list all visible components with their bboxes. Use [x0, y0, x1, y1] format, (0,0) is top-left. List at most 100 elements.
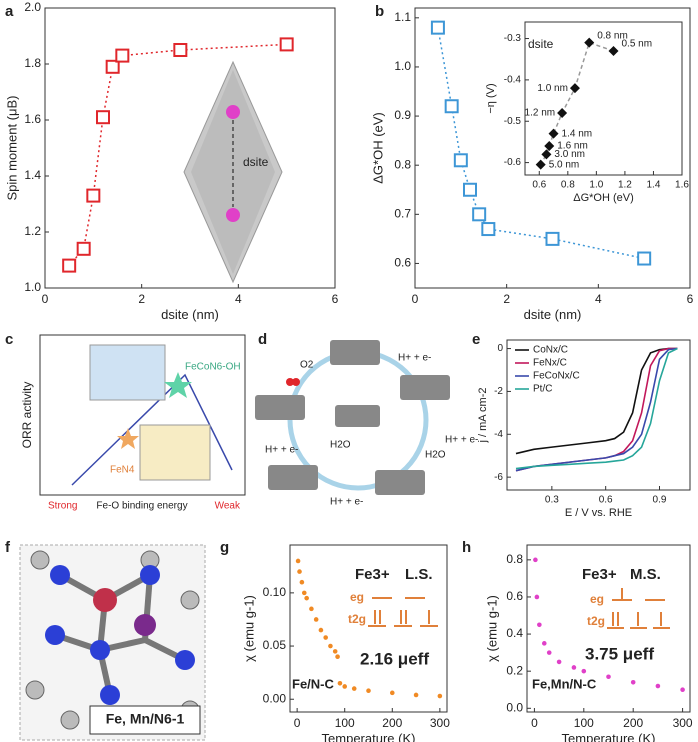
panel-label: b — [375, 3, 384, 20]
x-axis-label: ΔG*OH (eV) — [573, 192, 634, 204]
panel-label: f — [5, 539, 11, 556]
marker — [637, 251, 652, 266]
annotation: L.S. — [405, 566, 433, 583]
y-tick-label: 0.9 — [394, 108, 411, 122]
y-axis-label: Spin moment (μB) — [4, 95, 19, 200]
marker — [548, 128, 559, 139]
y-tick-label: 0.2 — [506, 663, 523, 677]
marker — [437, 693, 443, 699]
step-label: H+ + e- — [330, 497, 363, 508]
marker — [581, 668, 587, 674]
marker — [571, 665, 577, 670]
marker — [463, 182, 477, 197]
y-axis-label: −η (V) — [485, 83, 497, 113]
step-label: H2O — [425, 450, 446, 461]
x-axis-label: Temperature (K) — [562, 731, 656, 742]
y-tick-label: 0.4 — [506, 626, 523, 640]
legend-label: Pt/C — [533, 384, 552, 395]
step-label: H+ + e- — [265, 445, 298, 456]
y-tick-label: 1.6 — [24, 112, 41, 126]
annotation: eg — [350, 590, 364, 604]
x-tick-label: 300 — [673, 716, 693, 730]
x-tick-label: 100 — [574, 716, 594, 730]
x-tick-label: 4 — [595, 292, 602, 306]
series-line — [540, 41, 614, 166]
marker — [351, 686, 357, 691]
x-tick-label: 6 — [687, 292, 694, 306]
y-tick-label: 0.00 — [263, 691, 287, 705]
marker — [313, 617, 319, 622]
marker — [544, 141, 555, 152]
x-tick-label: 2 — [138, 292, 145, 306]
panel-d: d O2 H+ + e- H+ + e- H+ + e- H+ + e- H2O… — [255, 331, 478, 508]
x-axis-label: Temperature (K) — [322, 731, 416, 742]
point-label: 0.5 nm — [621, 39, 652, 50]
annotation: Fe3+ — [355, 566, 390, 583]
marker — [342, 684, 348, 689]
annotation: t2g — [587, 614, 605, 628]
marker — [655, 683, 661, 689]
legend-label: CoNx/C — [533, 345, 568, 356]
y-tick-label: 0.8 — [394, 157, 411, 171]
marker — [584, 37, 595, 48]
marker — [366, 688, 371, 694]
x-tick-label: 200 — [623, 716, 643, 730]
x-tick-label: 6 — [332, 292, 339, 306]
y-axis-label: χ (emu g-1) — [241, 595, 256, 662]
y-axis-label: χ (emu g-1) — [484, 595, 499, 662]
x-tick-label: 0.3 — [545, 495, 559, 506]
marker — [299, 579, 305, 585]
point-label: 0.8 nm — [597, 30, 628, 41]
y-tick-label: -0.4 — [504, 75, 522, 86]
marker — [481, 222, 496, 237]
annotation: eg — [590, 592, 604, 606]
x-axis-label: dsite (nm) — [524, 307, 582, 322]
x-tick-label: 0 — [294, 716, 301, 730]
marker — [328, 643, 333, 649]
legend-label: FeCoNx/C — [533, 371, 580, 382]
axis-label: Fe-O binding energy — [96, 501, 187, 512]
panel-label: c — [5, 331, 13, 348]
y-tick-label: 1.0 — [24, 280, 41, 294]
marker — [430, 20, 445, 35]
x-tick-label: 4 — [235, 292, 242, 306]
marker — [295, 558, 301, 564]
marker — [304, 595, 309, 601]
marker — [389, 690, 395, 696]
x-tick-label: 0.6 — [532, 180, 546, 191]
marker — [323, 635, 328, 640]
marker — [535, 159, 546, 170]
marker — [173, 43, 188, 57]
marker — [541, 641, 547, 646]
x-tick-label: 0.6 — [599, 495, 613, 506]
y-tick-label: 0.8 — [506, 552, 523, 566]
orbital-annotation: Fe3+ M.S. eg t2g 3.75 μeff Fe,Mn/N-C — [532, 566, 670, 691]
y-tick-label: 0.0 — [506, 700, 523, 714]
y-tick-label: -0.3 — [504, 33, 522, 44]
marker — [413, 692, 419, 698]
point-label: 1.6 nm — [557, 141, 588, 152]
annotation: Fe/N-C — [292, 676, 335, 691]
series-line — [515, 347, 678, 472]
marker — [297, 569, 302, 574]
x-tick-label: 0 — [531, 716, 538, 730]
marker — [557, 107, 568, 118]
annotation: Fe3+ — [582, 566, 617, 583]
marker — [332, 649, 338, 654]
caption: Fe, Mn/N6-1 — [106, 711, 185, 727]
y-axis-label: j / mA cm-2 — [477, 387, 489, 443]
y-tick-label: 1.8 — [24, 56, 41, 70]
axis-label: Strong — [48, 501, 77, 512]
x-tick-label: 100 — [335, 716, 355, 730]
step-label: H+ + e- — [398, 353, 431, 364]
marker — [608, 45, 619, 56]
marker — [96, 110, 110, 125]
y-tick-label: 0.7 — [394, 206, 411, 220]
y-tick-label: -6 — [494, 472, 503, 483]
y-axis-label: ΔG*OH (eV) — [370, 112, 385, 184]
marker — [301, 590, 307, 596]
orbital-annotation: Fe3+ L.S. eg t2g 2.16 μeff Fe/N-C — [292, 566, 438, 691]
point-label: 3.0 nm — [554, 149, 585, 160]
marker — [541, 149, 552, 160]
marker — [76, 241, 91, 256]
